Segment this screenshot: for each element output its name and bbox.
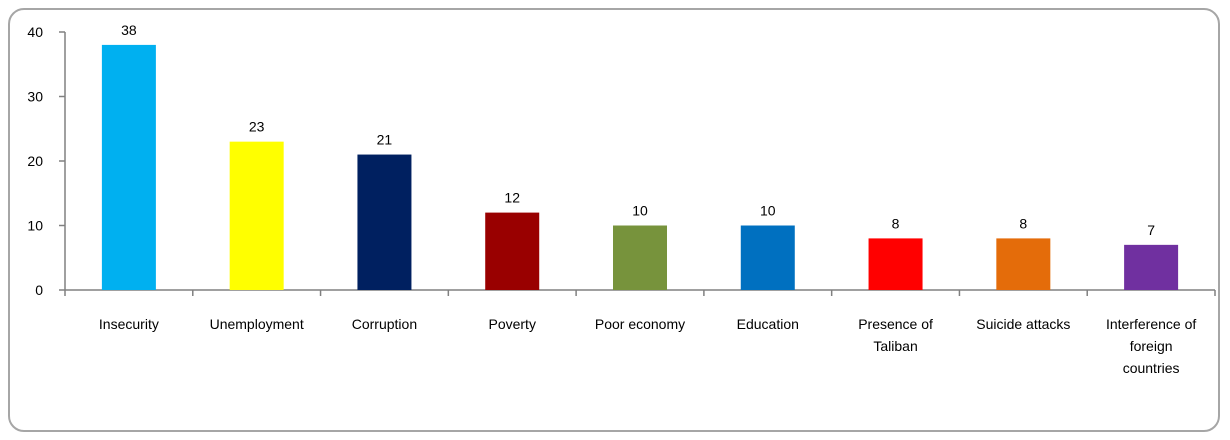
y-tick-label: 30 (27, 89, 43, 105)
y-tick-label: 20 (27, 153, 43, 169)
chart-frame (8, 8, 1220, 432)
y-tick-label: 10 (27, 218, 43, 234)
data-label: 8 (1019, 215, 1027, 231)
bar (868, 238, 923, 290)
y-tick-label: 0 (35, 282, 43, 298)
category-label: Interference of (1106, 316, 1196, 332)
y-tick-label: 40 (27, 24, 43, 40)
bar (485, 212, 540, 290)
bar (740, 225, 795, 290)
category-label: Unemployment (210, 316, 304, 332)
bar (229, 141, 284, 290)
category-label: Poverty (488, 316, 535, 332)
category-label: countries (1123, 360, 1180, 376)
bar (357, 154, 412, 290)
category-label: Corruption (352, 316, 417, 332)
bar (1124, 244, 1179, 290)
data-label: 12 (504, 190, 520, 206)
category-label: Taliban (873, 338, 917, 354)
data-label: 8 (892, 215, 900, 231)
category-label: foreign (1130, 338, 1173, 354)
category-label: Poor economy (595, 316, 685, 332)
data-label: 7 (1147, 222, 1155, 238)
category-label: Presence of (858, 316, 933, 332)
bar (101, 44, 156, 291)
bar (613, 225, 667, 290)
bar (996, 238, 1051, 290)
category-label: Education (737, 316, 799, 332)
data-label: 21 (377, 132, 393, 148)
data-label: 10 (632, 203, 648, 219)
data-label: 23 (249, 119, 265, 135)
category-label: Suicide attacks (976, 316, 1070, 332)
data-label: 10 (760, 203, 776, 219)
data-label: 38 (121, 22, 137, 38)
category-label: Insecurity (99, 316, 159, 332)
